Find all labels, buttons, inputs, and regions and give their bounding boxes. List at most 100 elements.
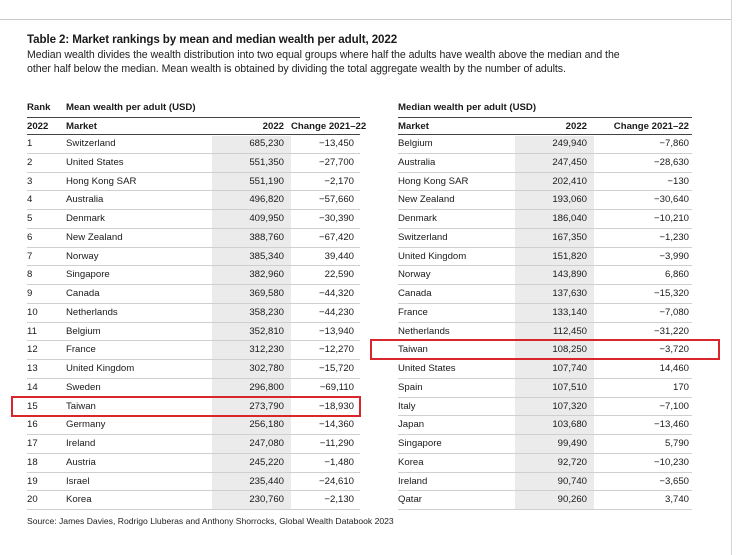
market-cell: Australia xyxy=(398,156,436,168)
rank-cell: 3 xyxy=(27,175,33,187)
market-cell: Switzerland xyxy=(398,231,448,243)
row-separator xyxy=(398,415,692,417)
rank-cell: 8 xyxy=(27,269,33,281)
table-row: Ireland 90,740 −3,650 xyxy=(398,473,692,492)
mean-value-cell: 551,350 xyxy=(249,156,284,168)
table-row: Australia 247,450 −28,630 xyxy=(398,154,692,173)
change-cell: −1,230 xyxy=(659,231,689,243)
row-separator xyxy=(398,265,692,267)
row-separator xyxy=(27,340,360,342)
market-cell: United States xyxy=(398,363,456,374)
mean-value-cell: 551,190 xyxy=(249,175,284,187)
table-row: France 133,140 −7,080 xyxy=(398,304,692,323)
rank-cell: 9 xyxy=(27,288,33,299)
table-row: 8 Singapore 382,960 22,590 xyxy=(27,266,360,285)
market-cell: United States xyxy=(66,156,124,168)
table-row: 20 Korea 230,760 −2,130 xyxy=(27,491,360,510)
market-cell: Singapore xyxy=(66,269,110,281)
row-separator xyxy=(27,434,360,435)
mean-value-cell: 369,580 xyxy=(249,288,284,299)
change-cell: −13,940 xyxy=(319,325,354,337)
change-cell: −12,270 xyxy=(319,344,354,356)
median-value-cell: 249,940 xyxy=(552,138,587,149)
median-value-cell: 90,260 xyxy=(557,494,587,506)
median-market-header: Market xyxy=(398,121,429,132)
rank-cell: 12 xyxy=(27,344,38,356)
table-row: 1 Switzerland 685,230 −13,450 xyxy=(27,135,360,154)
change-cell: −13,460 xyxy=(654,419,689,431)
rank-cell: 7 xyxy=(27,250,33,262)
table-row: 14 Sweden 296,800 −69,110 xyxy=(27,379,360,398)
change-cell: −2,130 xyxy=(324,494,354,506)
mean-value-cell: 296,800 xyxy=(249,381,284,393)
median-value-cell: 92,720 xyxy=(557,456,587,468)
table-row: 5 Denmark 409,950 −30,390 xyxy=(27,210,360,229)
rank-cell: 2 xyxy=(27,156,33,168)
change-cell: −69,110 xyxy=(319,381,354,393)
row-separator xyxy=(27,246,360,248)
market-cell: Taiwan xyxy=(66,400,96,412)
table-row: Switzerland 167,350 −1,230 xyxy=(398,229,692,248)
row-separator xyxy=(27,171,360,173)
mean-value-cell: 235,440 xyxy=(249,475,284,487)
table-row: Hong Kong SAR 202,410 −130 xyxy=(398,173,692,192)
row-separator xyxy=(398,209,692,210)
taiwan-mean-highlight xyxy=(11,396,361,417)
rank-cell: 19 xyxy=(27,475,38,487)
mean-value-cell: 273,790 xyxy=(249,400,284,412)
subtitle-line-2: other half below the median. Mean wealth… xyxy=(27,63,566,75)
median-value-cell: 193,060 xyxy=(552,194,587,206)
mean-value-cell: 382,960 xyxy=(249,269,284,281)
window-right-edge xyxy=(731,0,740,555)
market-cell: United Kingdom xyxy=(66,363,135,374)
market-cell: Australia xyxy=(66,194,104,206)
table-row: 11 Belgium 352,810 −13,940 xyxy=(27,323,360,342)
row-separator xyxy=(27,284,360,285)
change-cell: −1,480 xyxy=(324,456,354,468)
market-cell: Netherlands xyxy=(398,325,450,337)
table-row: United Kingdom 151,820 −3,990 xyxy=(398,248,692,267)
change-cell: −14,360 xyxy=(319,419,354,431)
table-row: 12 France 312,230 −12,270 xyxy=(27,341,360,360)
table-row: Denmark 186,040 −10,210 xyxy=(398,210,692,229)
rank-cell: 13 xyxy=(27,363,38,374)
market-cell: New Zealand xyxy=(66,231,123,243)
row-separator xyxy=(398,190,692,192)
market-cell: France xyxy=(398,306,428,318)
median-value-cell: 143,890 xyxy=(552,269,587,281)
window-top-bar xyxy=(0,0,740,20)
row-separator xyxy=(27,152,360,154)
rank-cell: 15 xyxy=(27,400,38,412)
row-separator xyxy=(398,377,692,379)
change-cell: −28,630 xyxy=(654,156,689,168)
median-value-cell: 108,250 xyxy=(552,344,587,356)
change-cell: −31,220 xyxy=(654,325,689,337)
market-cell: Ireland xyxy=(398,475,428,487)
table-row: New Zealand 193,060 −30,640 xyxy=(398,191,692,210)
change-cell: −7,860 xyxy=(659,138,689,149)
change-cell: −3,650 xyxy=(659,475,689,487)
mean-value-cell: 388,760 xyxy=(249,231,284,243)
rank-cell: 10 xyxy=(27,306,38,318)
change-cell: −57,660 xyxy=(319,194,354,206)
row-separator xyxy=(398,490,692,492)
change-cell: −11,290 xyxy=(319,438,354,449)
market-cell: Sweden xyxy=(66,381,101,393)
change-cell: −24,610 xyxy=(319,475,354,487)
table-row: 13 United Kingdom 302,780 −15,720 xyxy=(27,360,360,379)
median-2022-column-shade xyxy=(515,136,594,510)
median-header-rule-bottom xyxy=(398,134,692,135)
row-separator xyxy=(398,227,692,229)
row-separator xyxy=(398,152,692,154)
mean-change-header: Change 2021–22 xyxy=(291,121,367,132)
table-row: 19 Israel 235,440 −24,610 xyxy=(27,473,360,492)
market-cell: Germany xyxy=(66,419,106,431)
table-row: 17 Ireland 247,080 −11,290 xyxy=(27,435,360,454)
market-cell: Austria xyxy=(66,456,96,468)
market-cell: Norway xyxy=(66,250,99,262)
table-row: United States 107,740 14,460 xyxy=(398,360,692,379)
table-row: 2 United States 551,350 −27,700 xyxy=(27,154,360,173)
rank-cell: 4 xyxy=(27,194,33,206)
change-cell: −10,230 xyxy=(654,456,689,468)
row-separator xyxy=(27,302,360,304)
